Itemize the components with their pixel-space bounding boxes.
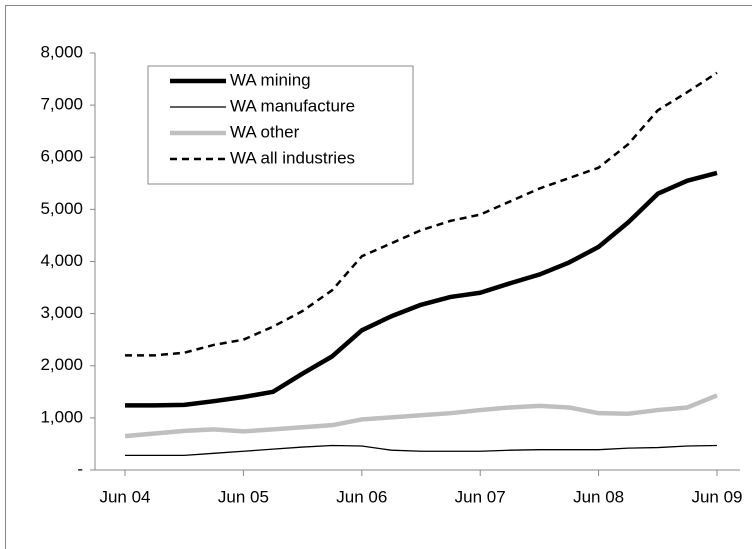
y-tick-label: 5,000 <box>40 199 83 218</box>
y-tick-label: 8,000 <box>40 42 83 61</box>
x-tick-label: Jun 07 <box>455 487 506 506</box>
x-tick-label: Jun 05 <box>218 487 269 506</box>
x-tick-label: Jun 06 <box>336 487 387 506</box>
series-line <box>125 170 718 408</box>
legend-box <box>147 65 414 185</box>
legend-label: WA manufacture <box>230 96 355 115</box>
y-tick-label: 3,000 <box>40 303 83 322</box>
y-tick-label: - <box>77 459 83 478</box>
y-tick-label: 4,000 <box>40 251 83 270</box>
x-tick-label: Jun 09 <box>691 487 742 506</box>
x-tick-label: Jun 04 <box>99 487 150 506</box>
legend-label: WA mining <box>230 70 311 89</box>
y-tick-label: 7,000 <box>40 95 83 114</box>
legend-label: WA all industries <box>230 148 355 167</box>
legend-label: WA other <box>230 122 300 141</box>
y-tick-label: 1,000 <box>40 407 83 426</box>
y-tick-label: 6,000 <box>40 147 83 166</box>
series-line <box>125 444 718 457</box>
y-tick-label: 2,000 <box>40 355 83 374</box>
series-line <box>125 71 718 357</box>
series-line <box>124 393 718 439</box>
x-tick-label: Jun 08 <box>573 487 624 506</box>
